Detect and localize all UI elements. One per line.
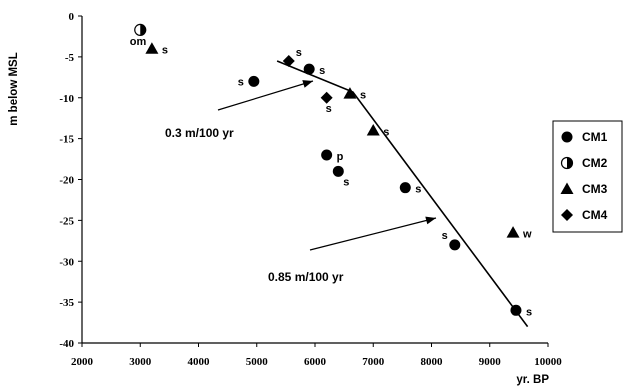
y-tick-label: -40: [59, 338, 74, 350]
x-tick-label: 9000: [479, 356, 502, 368]
legend-cm2-marker-fill: [567, 157, 573, 169]
y-tick-label: -35: [59, 297, 74, 309]
cm3-point-label: s: [360, 90, 366, 102]
cm3-point-label: w: [522, 229, 532, 241]
cm1-point: [449, 239, 461, 251]
y-tick-label: -20: [59, 175, 74, 187]
y-tick-label: -5: [65, 52, 75, 64]
annotation-arrow-1: [217, 80, 314, 111]
legend-cm1-label: CM1: [582, 130, 608, 144]
cm4-point-label: s: [296, 47, 302, 59]
y-tick-label: -15: [59, 134, 74, 146]
annotation-rate-1: 0.3 m/100 yr: [165, 126, 234, 140]
cm1-point-label: s: [319, 65, 325, 77]
legend-cm1-marker: [561, 131, 573, 143]
legend-cm3-marker: [560, 182, 574, 194]
cm3-point-label: s: [383, 126, 389, 138]
x-axis-label: yr. BP: [516, 374, 549, 386]
trend-lines: [276, 60, 529, 328]
cm1-point-label: s: [526, 306, 532, 318]
legend-cm2-marker: [560, 156, 574, 170]
cm3-point: [366, 123, 380, 136]
legend-cm3-label: CM3: [582, 182, 608, 196]
x-tick-label: 4000: [188, 356, 211, 368]
cm3-point-label: s: [162, 45, 168, 57]
cm3-point: [343, 87, 357, 99]
x-tick-label: 8000: [421, 356, 444, 368]
cm4-point: [282, 54, 295, 67]
x-tick-label: 7000: [362, 356, 385, 368]
y-tick-label: -10: [59, 93, 74, 105]
cm2-point-fill: [140, 24, 146, 36]
cm1-point: [303, 63, 315, 75]
annotation-arrow-2: [309, 217, 437, 251]
cm1-point: [399, 182, 411, 194]
x-tick-label: 2000: [71, 356, 94, 368]
cm1-point: [321, 149, 333, 161]
cm4-point: [320, 91, 333, 104]
y-axis-label: m below MSL: [8, 52, 20, 125]
cm4-point-label: s: [326, 103, 332, 115]
y-tick-label: 0: [69, 11, 75, 23]
legend-cm4-label: CM4: [582, 208, 608, 222]
cm1-point-label: s: [442, 230, 448, 242]
cm3-point: [506, 226, 520, 238]
cm2-point: [134, 23, 147, 36]
annotation-arrowhead-1: [302, 80, 313, 88]
x-tick-label: 5000: [246, 356, 269, 368]
x-tick-label: 6000: [304, 356, 327, 368]
cm1-point: [248, 75, 260, 87]
axes: 0 -5 -10 -15 -20 -25 -30 -35 -40 2000 3000 4000 5000…: [59, 11, 562, 368]
cm2-point-label: om: [130, 36, 147, 48]
cm1-point-label: s: [238, 76, 244, 88]
y-tick-label: -25: [59, 215, 74, 227]
trend-line: [276, 60, 529, 328]
cm1-point-label: p: [337, 151, 344, 163]
data-points: s s p s s s s om s s s w s s: [130, 23, 532, 318]
x-tick-label: 3000: [129, 356, 152, 368]
cm1-point: [332, 165, 344, 177]
annotations: 0.3 m/100 yr 0.85 m/100 yr: [165, 80, 437, 284]
annotation-rate-2: 0.85 m/100 yr: [268, 270, 344, 284]
cm1-point-label: s: [343, 176, 349, 188]
cm3-point: [145, 42, 159, 54]
cm1-point: [510, 304, 522, 316]
y-tick-label: -30: [59, 256, 74, 268]
legend-cm2-label: CM2: [582, 156, 608, 170]
legend: CM1 CM2 CM3 CM4: [552, 120, 623, 233]
x-tick-label: 10000: [534, 356, 562, 368]
annotation-arrowhead-2: [425, 216, 436, 225]
legend-cm4-marker: [561, 209, 573, 221]
cm1-point-label: s: [415, 184, 421, 196]
